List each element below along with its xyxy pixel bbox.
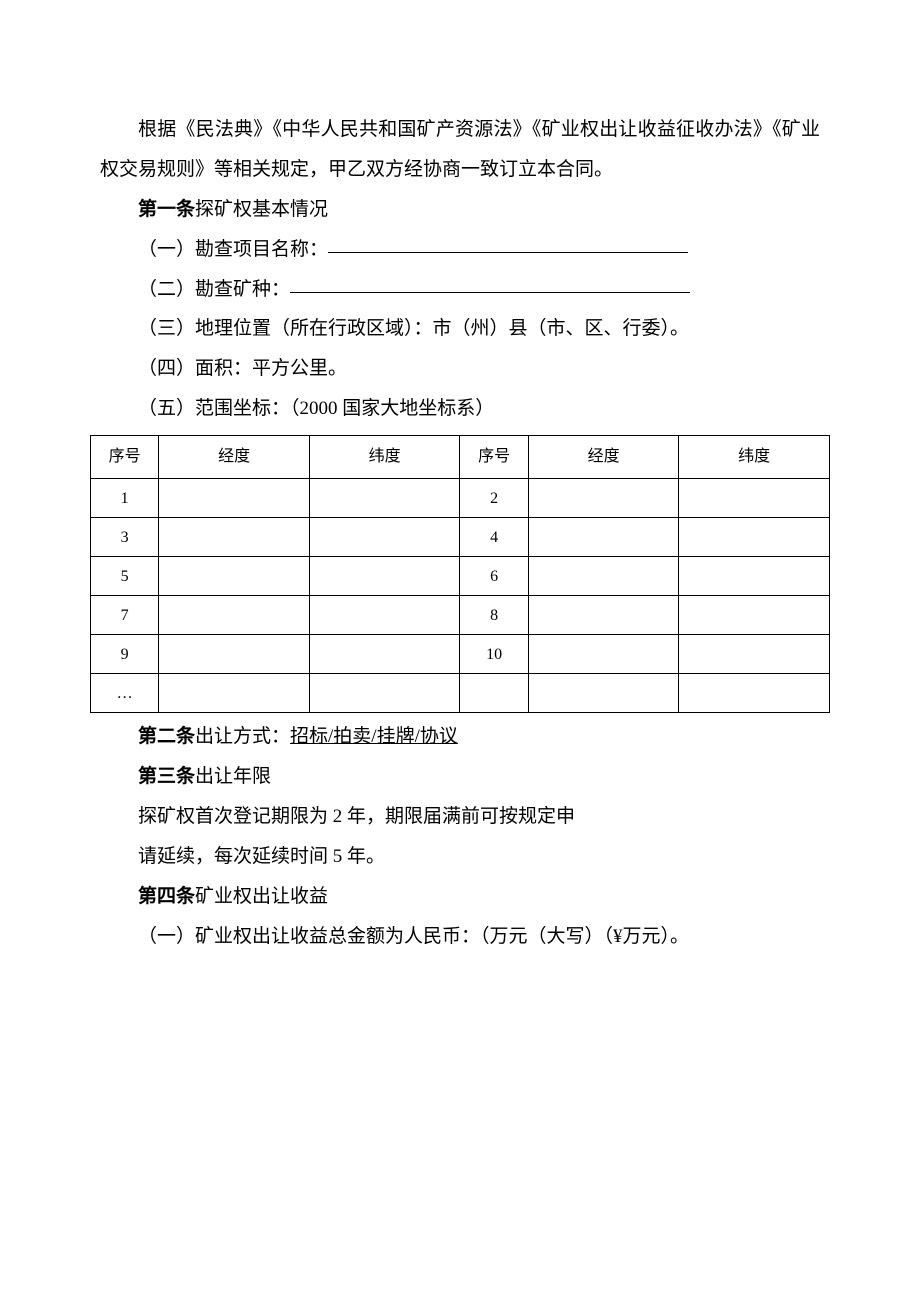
article-1-heading: 第一条探矿权基本情况 xyxy=(100,190,820,230)
cell xyxy=(159,596,310,635)
cell xyxy=(528,557,679,596)
article-1-item-5: （五）范围坐标：（2000 国家大地坐标系） xyxy=(100,389,820,429)
cell xyxy=(159,635,310,674)
cell xyxy=(309,635,460,674)
article-2-rest: 出让方式： xyxy=(195,726,290,747)
article-4-rest: 矿业权出让收益 xyxy=(195,886,328,907)
article-4-bold: 第四条 xyxy=(138,886,195,907)
cell xyxy=(528,518,679,557)
cell: 5 xyxy=(91,557,159,596)
cell: 4 xyxy=(460,518,528,557)
article-3-bold: 第三条 xyxy=(138,766,195,787)
cell: 3 xyxy=(91,518,159,557)
cell: 8 xyxy=(460,596,528,635)
item-1-label: （一）勘查项目名称： xyxy=(138,239,328,260)
article-1-bold: 第一条 xyxy=(138,199,195,220)
cell xyxy=(159,557,310,596)
table-row: … xyxy=(91,674,830,713)
cell xyxy=(309,596,460,635)
table-row: 5 6 xyxy=(91,557,830,596)
article-3-rest: 出让年限 xyxy=(195,766,271,787)
document-page: 根据《民法典》《中华人民共和国矿产资源法》《矿业权出让收益征收办法》《矿业权交易… xyxy=(0,0,920,1016)
article-1-rest: 探矿权基本情况 xyxy=(195,199,328,220)
cell xyxy=(460,674,528,713)
table-row: 9 10 xyxy=(91,635,830,674)
cell xyxy=(528,596,679,635)
table-row: 7 8 xyxy=(91,596,830,635)
project-name-blank[interactable] xyxy=(328,233,688,253)
table-row: 3 4 xyxy=(91,518,830,557)
cell xyxy=(309,518,460,557)
col-lat-2: 纬度 xyxy=(679,436,830,479)
cell: 10 xyxy=(460,635,528,674)
cell: 2 xyxy=(460,479,528,518)
cell: 7 xyxy=(91,596,159,635)
cell: … xyxy=(91,674,159,713)
col-lat-1: 纬度 xyxy=(309,436,460,479)
article-2: 第二条出让方式：招标/拍卖/挂牌/协议 xyxy=(100,717,820,757)
article-3-heading: 第三条出让年限 xyxy=(100,757,820,797)
article-1-item-1: （一）勘查项目名称： xyxy=(100,230,820,270)
cell xyxy=(679,596,830,635)
article-1-item-3: （三）地理位置（所在行政区域）：市（州）县（市、区、行委）。 xyxy=(100,309,820,349)
item-2-label: （二）勘查矿种： xyxy=(138,279,290,300)
cell xyxy=(159,518,310,557)
cell: 1 xyxy=(91,479,159,518)
article-1-item-4: （四）面积：平方公里。 xyxy=(100,349,820,389)
article-4-heading: 第四条矿业权出让收益 xyxy=(100,877,820,917)
cell xyxy=(679,557,830,596)
col-seq-1: 序号 xyxy=(91,436,159,479)
table-body: 1 2 3 4 5 xyxy=(91,479,830,713)
cell xyxy=(309,557,460,596)
cell xyxy=(679,674,830,713)
article-2-bold: 第二条 xyxy=(138,726,195,747)
article-4-item-1: （一）矿业权出让收益总金额为人民币：（万元（大写）（¥万元）。 xyxy=(100,917,820,957)
cell xyxy=(159,479,310,518)
cell xyxy=(679,518,830,557)
col-seq-2: 序号 xyxy=(460,436,528,479)
article-3-body-line1: 探矿权首次登记期限为 2 年，期限届满前可按规定申 xyxy=(100,797,820,837)
cell xyxy=(309,479,460,518)
article-3-body-line2: 请延续，每次延续时间 5 年。 xyxy=(100,837,820,877)
cell xyxy=(309,674,460,713)
cell xyxy=(528,479,679,518)
cell xyxy=(679,479,830,518)
article-2-options: 招标/拍卖/挂牌/协议 xyxy=(290,726,458,747)
cell xyxy=(679,635,830,674)
col-lon-2: 经度 xyxy=(528,436,679,479)
coordinates-table-wrap: 序号 经度 纬度 序号 经度 纬度 1 2 3 xyxy=(90,435,830,713)
cell xyxy=(528,674,679,713)
cell: 9 xyxy=(91,635,159,674)
cell xyxy=(159,674,310,713)
mineral-type-blank[interactable] xyxy=(290,273,690,293)
cell xyxy=(528,635,679,674)
col-lon-1: 经度 xyxy=(159,436,310,479)
table-row: 1 2 xyxy=(91,479,830,518)
table-header-row: 序号 经度 纬度 序号 经度 纬度 xyxy=(91,436,830,479)
coordinates-table: 序号 经度 纬度 序号 经度 纬度 1 2 3 xyxy=(90,435,830,713)
cell: 6 xyxy=(460,557,528,596)
intro-paragraph: 根据《民法典》《中华人民共和国矿产资源法》《矿业权出让收益征收办法》《矿业权交易… xyxy=(100,110,820,190)
article-1-item-2: （二）勘查矿种： xyxy=(100,270,820,310)
